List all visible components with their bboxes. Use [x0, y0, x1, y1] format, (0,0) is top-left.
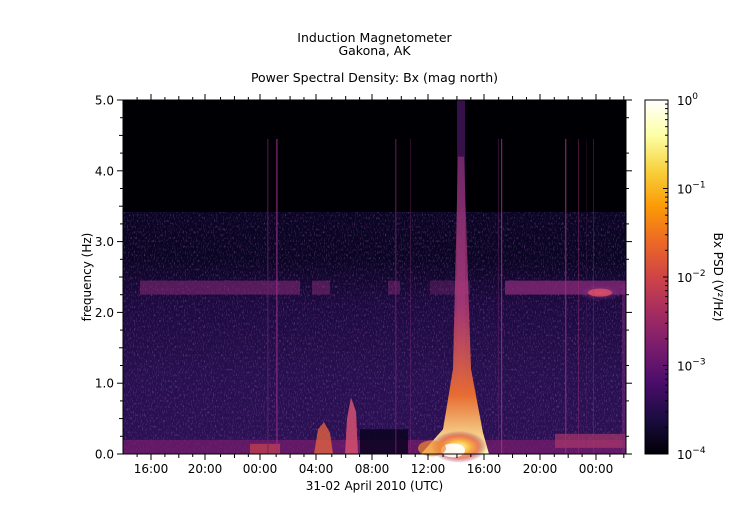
impulse-streak — [410, 138, 411, 454]
x-tick-label: 20:00 — [188, 462, 223, 476]
impulse-streak — [498, 138, 499, 454]
colorbar-tick-label: 10−1 — [677, 181, 706, 197]
chart-title: Power Spectral Density: Bx (mag north) — [250, 70, 499, 85]
colorbar-tick-label: 100 — [677, 92, 698, 108]
impulse-streak — [276, 138, 278, 454]
spectral-band-segment — [388, 280, 400, 295]
impulse-streak — [395, 138, 397, 454]
impulse-streak — [622, 284, 626, 454]
y-tick-label: 2.0 — [95, 306, 114, 320]
burst-event — [345, 397, 358, 454]
impulse-streak — [501, 138, 503, 454]
y-tick-label: 3.0 — [95, 235, 114, 249]
colorbar-label: Bx PSD (V²/Hz) — [711, 233, 725, 322]
x-tick-label: 12:00 — [411, 462, 446, 476]
x-tick-label: 08:00 — [355, 462, 390, 476]
x-tick-label: 04:00 — [299, 462, 334, 476]
colorbar-tick-label: 10−2 — [677, 269, 706, 285]
spectral-band-segment — [140, 280, 300, 295]
burst-event — [314, 422, 333, 454]
burst-precursor — [418, 440, 446, 457]
x-tick-label: 16:00 — [467, 462, 502, 476]
spectrogram-heatmap — [123, 100, 626, 463]
plot-axes: 0.0 1.0 2.0 3.0 4.0 5.0 16:00 20:00 00:00 04:00 08… — [80, 94, 632, 493]
y-tick-label: 5.0 — [95, 94, 114, 108]
quiet-gap — [360, 429, 408, 454]
y-tick-label: 4.0 — [95, 164, 114, 178]
y-tick-label: 0.0 — [95, 448, 114, 462]
spectral-band-hotspot-core — [588, 288, 612, 297]
y-tick-label: 1.0 — [95, 377, 114, 391]
x-tick-label: 00:00 — [579, 462, 614, 476]
colorbar-tick-label: 10−4 — [677, 446, 706, 462]
figure-title-line1: Induction Magnetometer — [297, 30, 452, 45]
broadband-burst — [421, 156, 489, 454]
impulse-streak — [578, 138, 579, 454]
x-tick-label: 20:00 — [523, 462, 558, 476]
low-frequency-hotspot — [555, 433, 626, 448]
low-frequency-hotspot — [250, 443, 280, 454]
impulse-streak — [565, 138, 567, 454]
x-axis-label: 31-02 April 2010 (UTC) — [306, 479, 443, 493]
spectrogram-texture — [123, 212, 626, 454]
colorbar: 100 10−1 10−2 10−3 10−4 Bx PSD (V²/Hz) — [644, 92, 725, 462]
impulse-streak — [267, 138, 269, 454]
impulse-streak — [593, 138, 594, 454]
x-tick-label: 16:00 — [134, 462, 169, 476]
x-tick-label: 00:00 — [243, 462, 278, 476]
colorbar-tick-label: 10−3 — [677, 358, 706, 374]
figure-title-line2: Gakona, AK — [338, 43, 411, 58]
y-axis-label: frequency (Hz) — [80, 233, 94, 322]
spectrogram-features — [123, 100, 626, 463]
spectral-band-segment — [312, 280, 330, 295]
